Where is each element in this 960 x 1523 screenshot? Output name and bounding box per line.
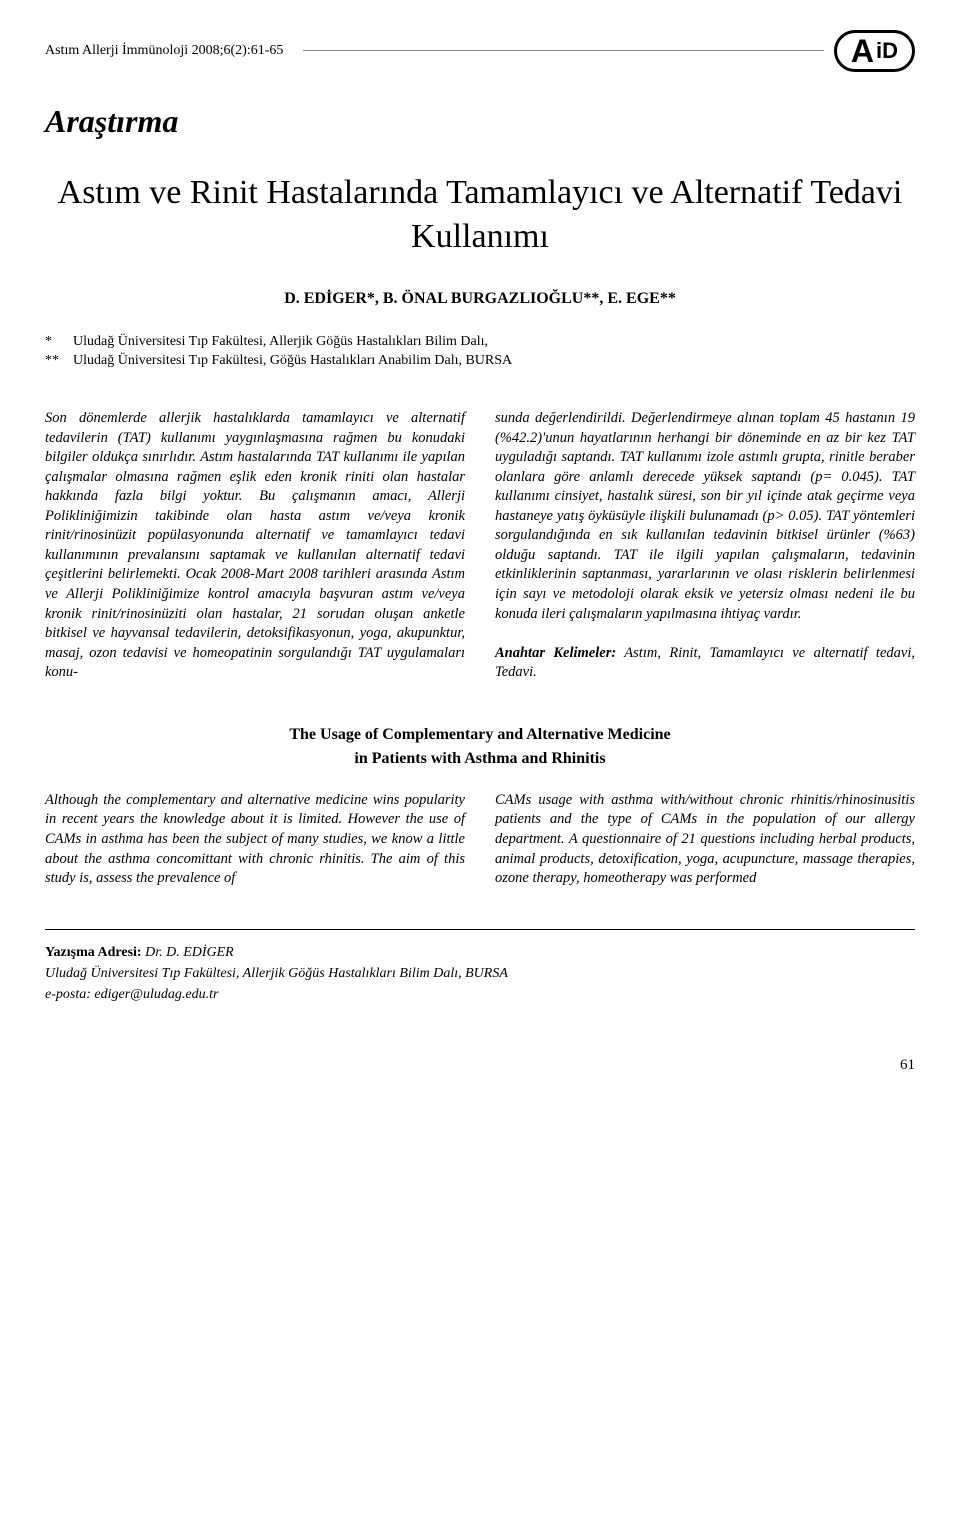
journal-logo: A iD: [834, 30, 915, 72]
article-type: Araştırma: [45, 100, 915, 143]
english-abstract-col1: Although the complementary and alternati…: [45, 791, 465, 889]
correspondence-email-line: e-posta: ediger@uludag.edu.tr: [45, 984, 915, 1005]
turkish-abstract-col1: Son dönemlerde allerjik hastalıklarda ta…: [45, 409, 465, 683]
affiliation-row: ** Uludağ Üniversitesi Tıp Fakültesi, Gö…: [45, 352, 915, 371]
english-title-line1: The Usage of Complementary and Alternati…: [45, 723, 915, 747]
affiliation-mark: *: [45, 333, 65, 352]
logo-letter-a: A: [851, 35, 874, 67]
english-title-line2: in Patients with Asthma and Rhinitis: [45, 747, 915, 771]
affiliation-text: Uludağ Üniversitesi Tıp Fakültesi, Göğüs…: [73, 352, 512, 371]
keywords-label: Anahtar Kelimeler:: [495, 645, 616, 661]
email-value: ediger@uludag.edu.tr: [94, 987, 218, 1002]
email-label: e-posta:: [45, 987, 94, 1002]
page-number: 61: [45, 1055, 915, 1075]
journal-citation-container: Astım Allerji İmmünoloji 2008;6(2):61-65: [45, 42, 834, 61]
correspondence-name-line: Yazışma Adresi: Dr. D. EDİGER: [45, 942, 915, 963]
english-title-section: The Usage of Complementary and Alternati…: [45, 723, 915, 771]
correspondence-address: Uludağ Üniversitesi Tıp Fakültesi, Aller…: [45, 963, 915, 984]
turkish-abstract-columns: Son dönemlerde allerjik hastalıklarda ta…: [45, 409, 915, 683]
correspondence-label: Yazışma Adresi:: [45, 945, 142, 960]
footer-divider: [45, 929, 915, 930]
turkish-abstract-col2-text: sunda değerlendirildi. Değerlendirmeye a…: [495, 410, 915, 622]
affiliations-block: * Uludağ Üniversitesi Tıp Fakültesi, All…: [45, 333, 915, 371]
affiliation-row: * Uludağ Üniversitesi Tıp Fakültesi, All…: [45, 333, 915, 352]
header-divider-line: [303, 50, 824, 51]
journal-citation: Astım Allerji İmmünoloji 2008;6(2):61-65: [45, 42, 283, 61]
turkish-abstract-col2: sunda değerlendirildi. Değerlendirmeye a…: [495, 409, 915, 683]
english-abstract-columns: Although the complementary and alternati…: [45, 791, 915, 889]
affiliation-mark: **: [45, 352, 65, 371]
authors-line: D. EDİGER*, B. ÖNAL BURGAZLIOĞLU**, E. E…: [45, 288, 915, 310]
article-title: Astım ve Rinit Hastalarında Tamamlayıcı …: [45, 171, 915, 259]
header-row: Astım Allerji İmmünoloji 2008;6(2):61-65…: [45, 30, 915, 72]
correspondence-name: Dr. D. EDİGER: [142, 945, 234, 960]
correspondence-block: Yazışma Adresi: Dr. D. EDİGER Uludağ Üni…: [45, 942, 915, 1005]
affiliation-text: Uludağ Üniversitesi Tıp Fakültesi, Aller…: [73, 333, 488, 352]
english-abstract-col2: CAMs usage with asthma with/without chro…: [495, 791, 915, 889]
logo-letter-id: iD: [876, 40, 898, 62]
